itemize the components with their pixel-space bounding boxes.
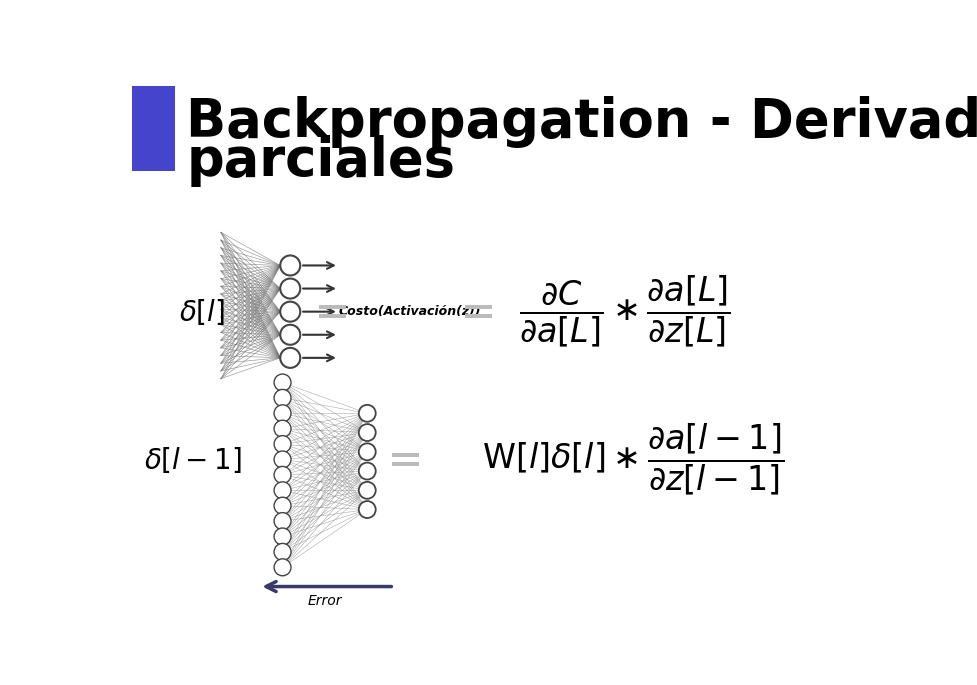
Circle shape bbox=[280, 256, 300, 275]
Circle shape bbox=[274, 420, 291, 437]
Circle shape bbox=[359, 424, 375, 441]
Circle shape bbox=[280, 348, 300, 368]
FancyBboxPatch shape bbox=[132, 86, 175, 171]
Circle shape bbox=[280, 301, 300, 322]
Text: $\delta[l]$: $\delta[l]$ bbox=[179, 297, 225, 327]
Circle shape bbox=[274, 374, 291, 391]
Circle shape bbox=[280, 279, 300, 299]
Text: $\dfrac{\partial C}{\partial a[L]} \ast \dfrac{\partial a[L]}{\partial z[L]}$: $\dfrac{\partial C}{\partial a[L]} \ast … bbox=[519, 274, 731, 349]
Bar bbox=[465, 305, 491, 309]
Bar bbox=[392, 462, 419, 466]
Bar bbox=[465, 314, 491, 319]
Circle shape bbox=[274, 559, 291, 576]
Circle shape bbox=[274, 451, 291, 468]
Circle shape bbox=[274, 405, 291, 422]
Circle shape bbox=[274, 528, 291, 545]
Circle shape bbox=[274, 466, 291, 484]
Bar bbox=[392, 453, 419, 457]
Circle shape bbox=[274, 482, 291, 499]
Text: $\mathrm{W}[l]\delta[l] \ast \dfrac{\partial a[l-1]}{\partial z[l-1]}$: $\mathrm{W}[l]\delta[l] \ast \dfrac{\par… bbox=[482, 422, 784, 497]
Circle shape bbox=[359, 482, 375, 499]
Circle shape bbox=[359, 462, 375, 480]
Bar bbox=[319, 305, 346, 309]
Circle shape bbox=[280, 325, 300, 345]
Circle shape bbox=[274, 497, 291, 514]
Text: Costo(Activación(z)): Costo(Activación(z)) bbox=[338, 305, 481, 318]
Circle shape bbox=[359, 443, 375, 460]
Circle shape bbox=[359, 405, 375, 422]
Text: Error: Error bbox=[308, 595, 342, 608]
Circle shape bbox=[274, 436, 291, 453]
Text: Backpropagation - Derivadas: Backpropagation - Derivadas bbox=[186, 96, 977, 148]
Bar bbox=[319, 314, 346, 319]
Circle shape bbox=[359, 501, 375, 518]
Text: parciales: parciales bbox=[186, 134, 455, 186]
Circle shape bbox=[274, 512, 291, 530]
Circle shape bbox=[274, 543, 291, 560]
Text: $\delta[l-1]$: $\delta[l-1]$ bbox=[144, 445, 241, 475]
Circle shape bbox=[274, 390, 291, 406]
